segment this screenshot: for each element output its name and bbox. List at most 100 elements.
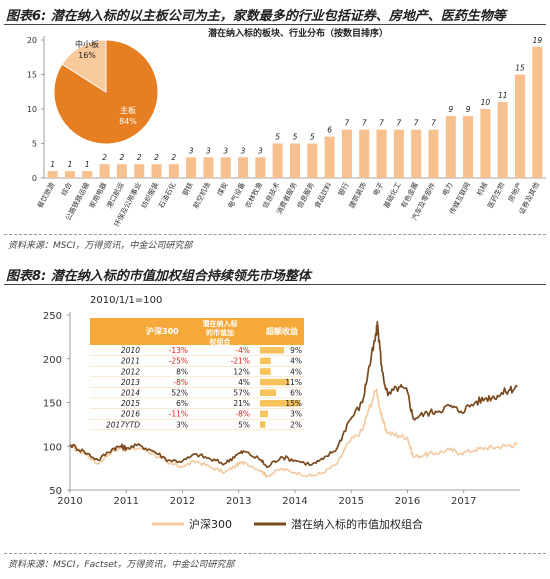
bar <box>428 129 439 178</box>
bar-value-label: 3 <box>241 146 246 155</box>
bar-value-label: 15 <box>515 64 525 73</box>
figure6-source-rule <box>4 234 546 235</box>
bar <box>307 143 318 178</box>
bar-value-label: 3 <box>189 146 194 155</box>
table-cell-hs300: -8% <box>173 378 188 387</box>
y-tick-label: 150 <box>43 399 62 410</box>
bar-value-label: 5 <box>310 133 315 142</box>
x-tick-label: 2013 <box>226 496 251 507</box>
bar-value-label: 2 <box>120 153 125 162</box>
legend-label: 潜在纳入标的市值加权组合 <box>291 517 423 531</box>
bar <box>47 171 58 178</box>
table-cell-hs300: -13% <box>169 346 188 355</box>
table-header: 的市值加 <box>206 328 234 337</box>
bar-value-label: 1 <box>68 160 73 169</box>
table-cell-excess: 11% <box>285 378 302 387</box>
table-cell-hs300: 3% <box>176 420 188 429</box>
table-excess-bar <box>260 389 276 396</box>
bar-value-label: 10 <box>481 98 491 107</box>
figure6-title: 图表6: 潜在纳入标的以主板公司为主，家数最多的行业包括证券、房地产、医药生物等 <box>6 9 506 24</box>
table-cell-hs300: -25% <box>169 357 188 366</box>
bar <box>463 115 474 178</box>
table-header: 沪深300 <box>146 326 179 336</box>
table-year: 2010 <box>121 346 140 355</box>
bar-value-label: 1 <box>85 160 90 169</box>
x-tick-label: 2016 <box>395 496 420 507</box>
bar <box>255 157 266 178</box>
bar <box>480 109 491 178</box>
table-header: 超额收益 <box>265 326 298 336</box>
bar <box>411 129 422 178</box>
table-cell-excess: 15% <box>285 399 302 408</box>
figure8-title-rule <box>4 284 546 285</box>
figure8-title: 图表8: 潜在纳入标的市值加权组合持续领先市场整体 <box>6 269 311 284</box>
bar <box>82 171 93 178</box>
bar-value-label: 9 <box>466 105 471 114</box>
bar-value-label: 7 <box>345 119 350 128</box>
table-cell-hs300: 6% <box>176 399 188 408</box>
table-cell-portfolio: 57% <box>233 389 250 398</box>
bar <box>203 157 214 178</box>
bar <box>359 129 370 178</box>
table-excess-bar <box>260 357 271 365</box>
bar <box>168 164 179 178</box>
bar <box>220 157 231 178</box>
bar-value-label: 7 <box>379 119 384 128</box>
bar <box>515 74 526 178</box>
bar-value-label: 3 <box>258 146 263 155</box>
table-cell-portfolio: -4% <box>235 346 250 355</box>
bar-value-label: 2 <box>154 153 159 162</box>
bar-value-label: 19 <box>533 36 543 45</box>
bar-value-label: 3 <box>223 146 228 155</box>
bar-value-label: 7 <box>396 119 401 128</box>
figure6-title-rule <box>4 24 546 25</box>
y-tick-label: 250 <box>43 311 62 322</box>
bar-value-label: 2 <box>171 153 176 162</box>
pie-value-label: 16% <box>78 51 96 60</box>
table-cell-portfolio: 12% <box>233 367 250 376</box>
bar <box>324 136 335 178</box>
bar <box>272 143 283 178</box>
bar <box>64 171 75 178</box>
bar <box>116 164 127 178</box>
table-cell-excess: 4% <box>290 357 302 366</box>
bar-value-label: 7 <box>362 119 367 128</box>
bar <box>532 46 543 179</box>
table-year: 2017YTD <box>106 420 140 429</box>
table-cell-excess: 4% <box>290 367 302 376</box>
bar-value-label: 7 <box>431 119 436 128</box>
table-excess-bar <box>260 400 300 407</box>
figure6-source: 资料来源：MSCI，万得资讯，中金公司研究部 <box>8 241 193 251</box>
chart1-title: 潜在纳入标的板块、行业分布（按数目排序） <box>208 27 388 39</box>
table-year: 2013 <box>121 378 140 387</box>
table-cell-excess: 6% <box>290 389 302 398</box>
bar <box>238 157 249 178</box>
bar <box>376 129 387 178</box>
pie-slice-sme-board <box>61 39 107 93</box>
x-tick-label: 2015 <box>339 496 364 507</box>
bar <box>186 157 197 178</box>
table-header-bg <box>90 318 304 345</box>
table-cell-excess: 9% <box>290 346 302 355</box>
table-excess-bar <box>260 347 284 354</box>
table-cell-excess: 3% <box>290 410 302 419</box>
x-tick-label: 2012 <box>170 496 195 507</box>
y-tick-label: 200 <box>43 355 62 366</box>
bar-value-label: 1 <box>50 160 55 169</box>
bar-value-label: 11 <box>498 91 508 100</box>
x-tick-label: 2017 <box>451 496 476 507</box>
y-tick-label: 0 <box>32 174 37 183</box>
bar-value-label: 2 <box>137 153 142 162</box>
table-year: 2015 <box>121 399 140 408</box>
table-cell-portfolio: 4% <box>238 378 250 387</box>
bar-value-label: 7 <box>414 119 419 128</box>
y-tick-label: 15 <box>27 71 37 80</box>
series-line <box>69 321 518 469</box>
y-tick-label: 5 <box>32 140 37 149</box>
y-tick-label: 10 <box>27 105 37 114</box>
table-excess-bar <box>260 421 266 428</box>
table-excess-bar <box>260 368 271 375</box>
bar-value-label: 5 <box>293 133 298 142</box>
bar-value-label: 9 <box>448 105 453 114</box>
